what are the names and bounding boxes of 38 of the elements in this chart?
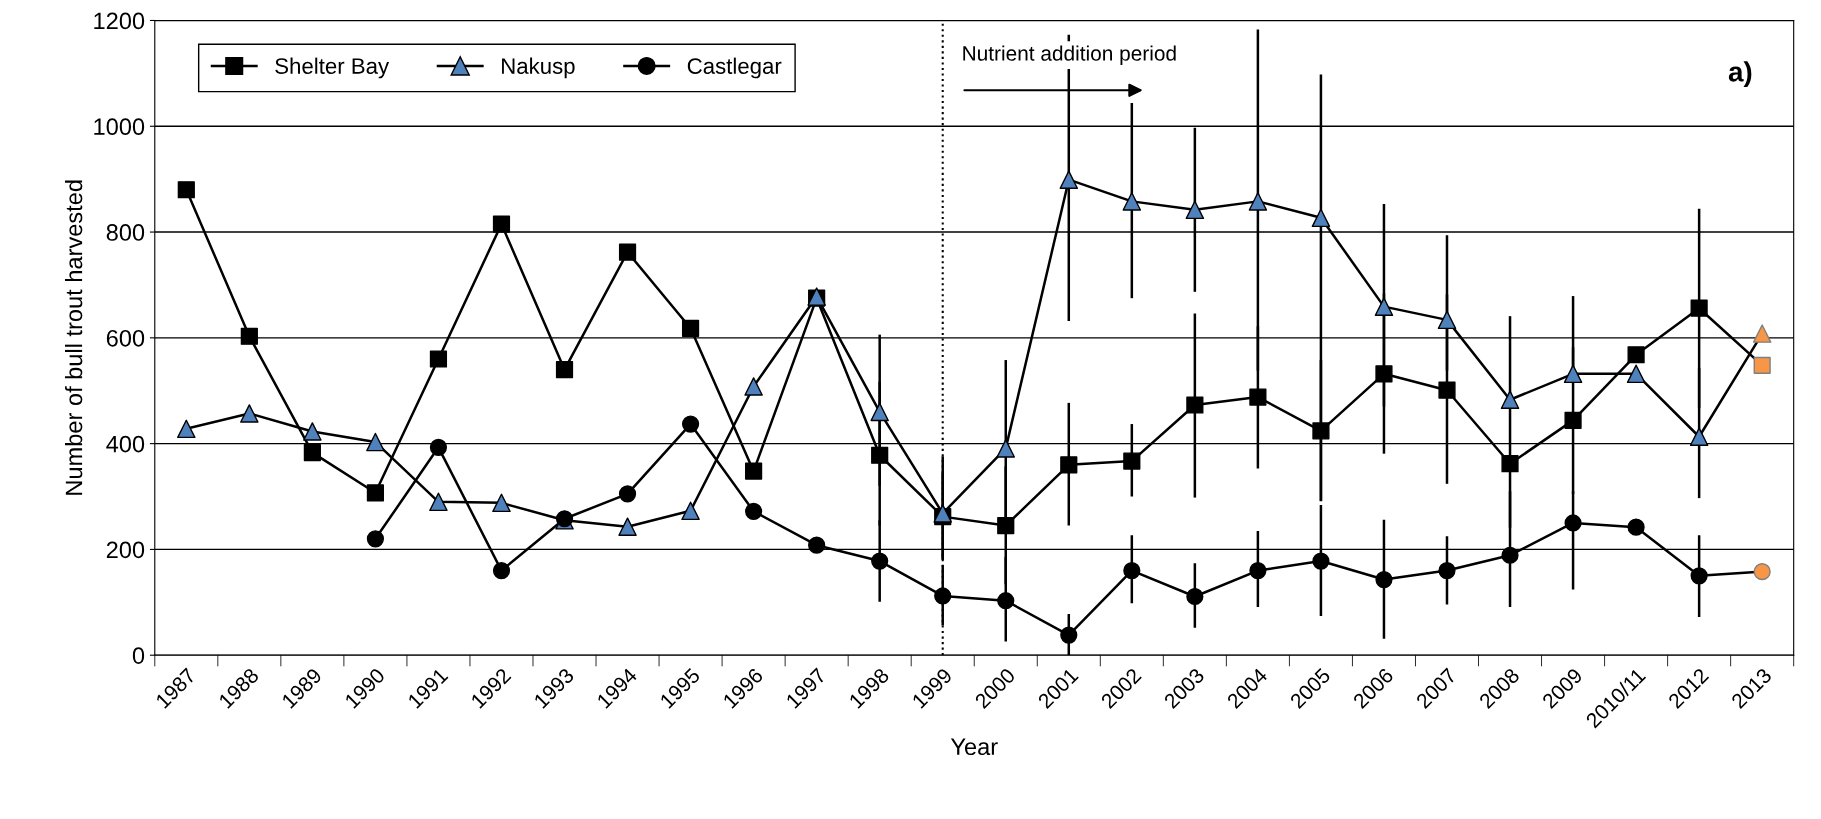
point — [1626, 364, 1646, 384]
legend-label: Nakusp — [502, 57, 575, 79]
y-tick-label: 600 — [106, 329, 145, 347]
point — [177, 419, 196, 439]
legend-label: Castlegar — [687, 57, 782, 79]
point — [429, 492, 448, 512]
point — [1437, 310, 1457, 330]
point — [933, 504, 952, 523]
legend-label: Shelter Bay — [275, 57, 390, 79]
annotation: a) — [1728, 61, 1752, 88]
point — [744, 377, 763, 396]
point — [996, 439, 1016, 458]
point — [618, 517, 637, 536]
point — [1689, 427, 1709, 447]
point — [1500, 390, 1520, 409]
y-tick-label: 400 — [106, 435, 145, 453]
y-tick-label: 1200 — [94, 12, 145, 30]
point — [492, 493, 511, 513]
y-axis-title: Number of bull trout harvested — [64, 180, 83, 495]
point — [240, 404, 259, 423]
point — [870, 402, 889, 422]
annotation: Nutrient addition period — [963, 45, 1176, 65]
y-tick-label: 1000 — [94, 118, 145, 136]
point — [1563, 364, 1583, 384]
point — [1311, 208, 1331, 228]
y-tick-label: 0 — [132, 647, 145, 664]
x-axis-title: Year — [950, 738, 998, 756]
point — [366, 432, 385, 452]
point — [1374, 297, 1394, 316]
point — [1059, 170, 1079, 189]
point — [1248, 192, 1268, 211]
y-tick-label: 800 — [106, 224, 145, 241]
point — [303, 422, 322, 441]
point — [1122, 192, 1142, 211]
point — [681, 501, 700, 521]
point — [1752, 324, 1772, 343]
point — [1185, 200, 1205, 220]
y-tick-label: 200 — [106, 541, 145, 559]
